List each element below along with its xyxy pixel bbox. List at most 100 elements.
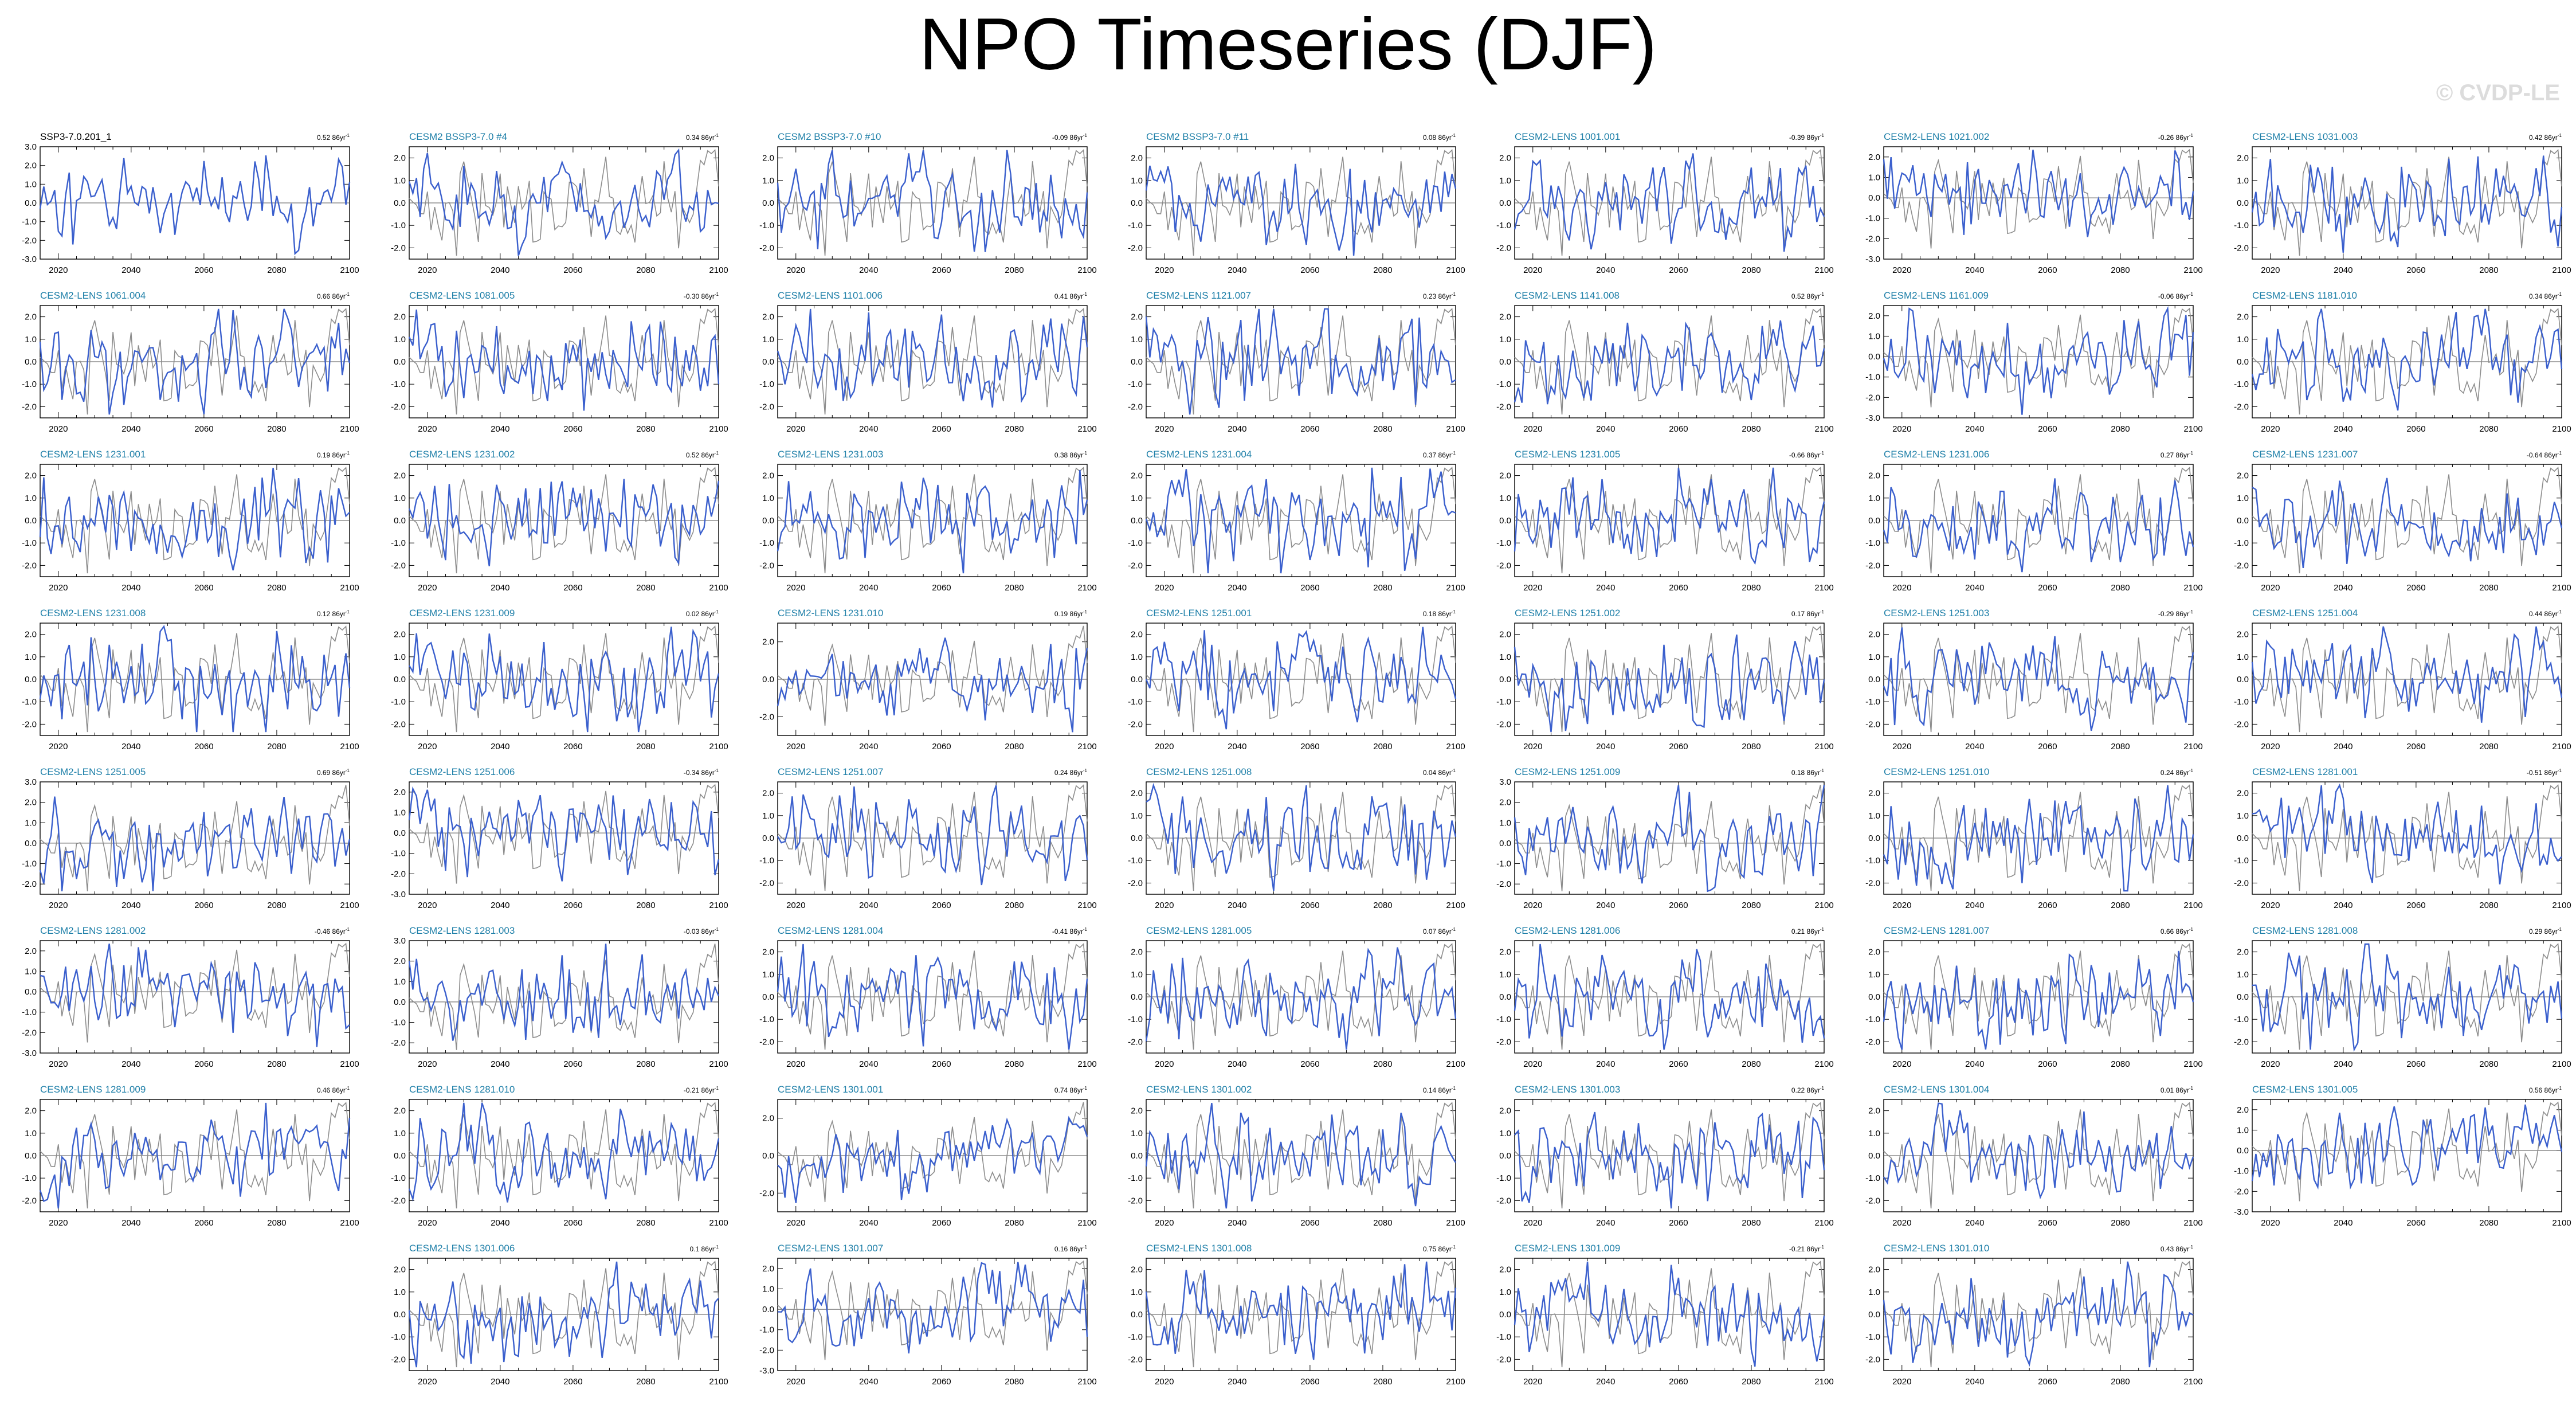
y-tick-label: -1.0 xyxy=(22,217,37,227)
x-tick-label: 2100 xyxy=(1814,583,1833,593)
y-tick-label: 0.0 xyxy=(394,1310,406,1320)
y-tick-label: 2.0 xyxy=(762,312,774,322)
y-tick-label: 1.0 xyxy=(25,652,37,662)
y-tick-label: -1.0 xyxy=(2234,221,2249,230)
x-tick-label: 2080 xyxy=(636,901,655,910)
x-tick-label: 2040 xyxy=(1228,901,1246,910)
y-tick-label: 1.0 xyxy=(1131,652,1143,662)
member-series-line xyxy=(777,308,1088,408)
x-tick-label: 2080 xyxy=(1005,1377,1024,1387)
y-tick-label: -1.0 xyxy=(1128,221,1143,230)
reference-series-line xyxy=(1514,308,1825,415)
x-tick-label: 2020 xyxy=(418,1059,437,1069)
panel-trend: 0.66 86yr-1 xyxy=(2161,927,2194,936)
x-tick-label: 2100 xyxy=(2183,583,2202,593)
x-tick-label: 2040 xyxy=(491,265,509,275)
x-tick-label: 2080 xyxy=(1742,583,1761,593)
x-tick-label: 2020 xyxy=(1892,901,1911,910)
panel: CESM2-LENS 1281.004 -0.41 86yr-1 2020 2040 2… xyxy=(759,925,1097,1069)
y-tick-label: 0.0 xyxy=(394,997,406,1007)
x-tick-label: 2020 xyxy=(2261,424,2280,434)
y-tick-label: 1.0 xyxy=(1499,335,1511,345)
x-tick-label: 2040 xyxy=(1596,265,1615,275)
reference-series-line xyxy=(777,625,1088,726)
y-tick-label: 1.0 xyxy=(1868,1287,1880,1297)
y-tick-label: 1.0 xyxy=(762,494,774,503)
x-tick-label: 2040 xyxy=(1965,424,1984,434)
panel-trend: 0.04 86yr-1 xyxy=(1423,768,1456,777)
x-tick-label: 2060 xyxy=(563,424,582,434)
y-tick-label: -2.0 xyxy=(1496,879,1511,889)
panel-trend: 0.1 86yr-1 xyxy=(690,1244,719,1253)
y-tick-label: -2.0 xyxy=(391,1355,406,1364)
y-tick-label: -1.0 xyxy=(1128,538,1143,548)
panel-trend: -0.34 86yr-1 xyxy=(684,768,719,777)
x-tick-label: 2080 xyxy=(1373,742,1392,752)
x-tick-label: 2040 xyxy=(121,1218,140,1228)
x-tick-label: 2100 xyxy=(2552,265,2571,275)
y-tick-label: -2.0 xyxy=(1128,1196,1143,1206)
x-tick-label: 2040 xyxy=(2334,901,2352,910)
panel-trend: 0.52 86yr-1 xyxy=(686,451,719,459)
panel: CESM2-LENS 1301.003 0.22 86yr-1 2020 2040 20… xyxy=(1496,1084,1834,1228)
panel-label: CESM2-LENS 1281.003 xyxy=(409,925,515,936)
x-tick-label: 2100 xyxy=(2552,1059,2571,1069)
x-tick-label: 2040 xyxy=(1596,742,1615,752)
y-tick-label: 2.0 xyxy=(1868,1106,1880,1116)
y-tick-label: -2.0 xyxy=(759,402,774,412)
x-tick-label: 2080 xyxy=(636,1377,655,1387)
y-tick-label: -2.0 xyxy=(22,719,37,729)
y-tick-label: 2.0 xyxy=(1131,630,1143,640)
y-tick-label: 2.0 xyxy=(1499,948,1511,957)
panel: CESM2-LENS 1181.010 0.34 86yr-1 2020 2040 20… xyxy=(2234,290,2571,434)
x-tick-label: 2020 xyxy=(49,583,68,593)
x-tick-label: 2080 xyxy=(1742,901,1761,910)
panel-label: CESM2-LENS 1231.006 xyxy=(1884,449,1989,460)
y-tick-label: -1.0 xyxy=(22,1173,37,1183)
y-tick-label: 1.0 xyxy=(394,335,406,345)
x-tick-label: 2080 xyxy=(1373,265,1392,275)
y-tick-label: 2.0 xyxy=(394,788,406,797)
member-series-line xyxy=(1883,1261,2194,1368)
x-tick-label: 2100 xyxy=(709,901,728,910)
panel-trend: -0.46 86yr-1 xyxy=(315,927,350,936)
panel: CESM2-LENS 1301.010 0.43 86yr-1 2020 2040 20… xyxy=(1865,1243,2203,1387)
y-tick-label: -2.0 xyxy=(22,561,37,570)
member-series-line xyxy=(1514,1261,1825,1367)
member-series-line xyxy=(1145,947,1457,1050)
y-tick-label: 0.0 xyxy=(1499,1151,1511,1161)
panel: CESM2-LENS 1251.002 0.17 86yr-1 2020 2040 20… xyxy=(1496,608,1834,752)
x-tick-label: 2060 xyxy=(1669,901,1688,910)
x-tick-label: 2040 xyxy=(1965,265,1984,275)
y-tick-label: -2.0 xyxy=(1128,878,1143,888)
reference-series-line xyxy=(40,942,350,1043)
y-tick-label: 0.0 xyxy=(1868,352,1880,362)
panel-label: CESM2-LENS 1231.010 xyxy=(778,608,883,619)
panel-trend: 0.12 86yr-1 xyxy=(317,609,350,618)
x-tick-label: 2040 xyxy=(121,424,140,434)
panel-label: CESM2-LENS 1031.003 xyxy=(2252,131,2358,142)
x-tick-label: 2060 xyxy=(2406,583,2425,593)
y-tick-label: 1.0 xyxy=(25,818,37,828)
x-tick-label: 2020 xyxy=(418,265,437,275)
y-tick-label: -1.0 xyxy=(1865,373,1880,382)
x-tick-label: 2060 xyxy=(2406,1218,2425,1228)
panel: CESM2-LENS 1251.006 -0.34 86yr-1 2020 2040 2… xyxy=(391,766,728,910)
x-tick-label: 2020 xyxy=(1523,742,1542,752)
member-series-line xyxy=(408,944,720,1041)
member-series-line xyxy=(1145,1103,1457,1209)
y-tick-label: -1.0 xyxy=(391,849,406,859)
panel: CESM2-LENS 1001.001 -0.39 86yr-1 2020 2040 2… xyxy=(1496,131,1834,275)
panel-trend: 0.38 86yr-1 xyxy=(1054,451,1088,459)
x-tick-label: 2020 xyxy=(786,1218,805,1228)
x-tick-label: 2060 xyxy=(563,1377,582,1387)
x-tick-label: 2100 xyxy=(1446,1377,1465,1387)
member-series-line xyxy=(39,308,351,415)
y-tick-label: 2.0 xyxy=(25,471,37,481)
x-tick-label: 2060 xyxy=(2038,1377,2057,1387)
y-tick-label: 0.0 xyxy=(1868,675,1880,684)
panel-label: CESM2 BSSP3-7.0 #10 xyxy=(778,131,881,142)
x-tick-label: 2020 xyxy=(1892,583,1911,593)
x-tick-label: 2040 xyxy=(1596,1218,1615,1228)
x-tick-label: 2060 xyxy=(2038,901,2057,910)
